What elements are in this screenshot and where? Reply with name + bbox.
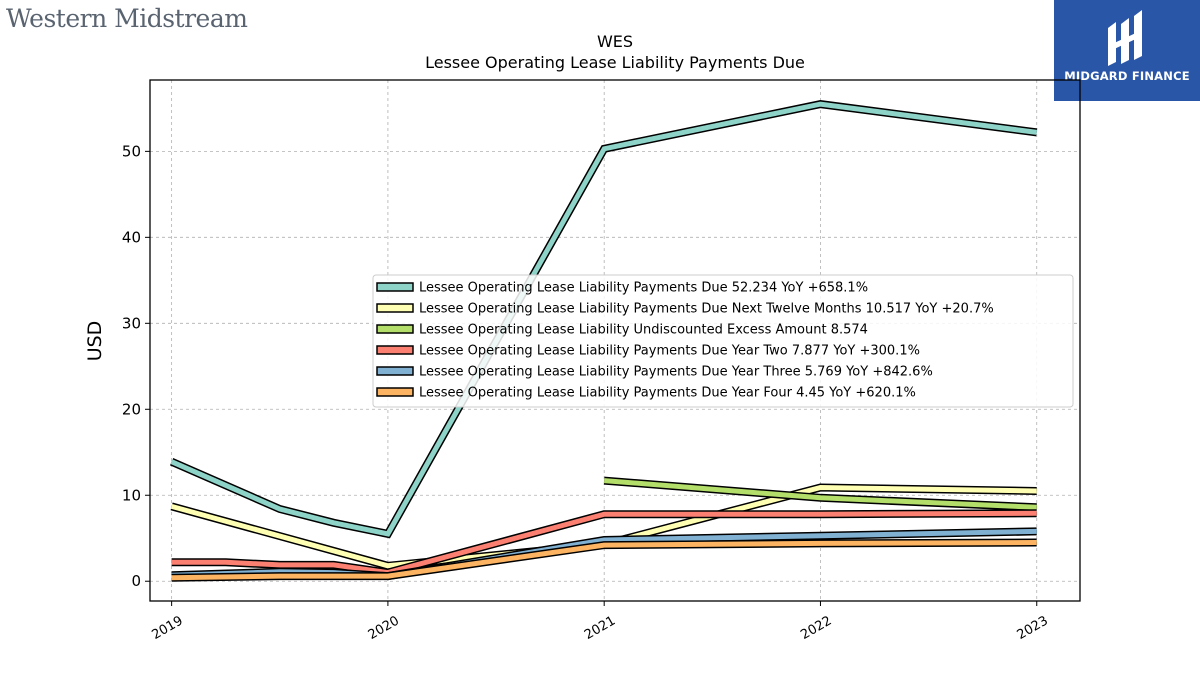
legend-label: Lessee Operating Lease Liability Payment… — [419, 281, 868, 296]
series-line-3 — [603, 476, 1037, 512]
x-tick-label: 2022 — [798, 613, 834, 643]
x-tick-label: 2019 — [149, 613, 185, 643]
legend-swatch — [376, 324, 414, 334]
plot-frame — [149, 79, 1081, 602]
y-tick-label: 0 — [131, 572, 141, 590]
legend-label: Lessee Operating Lease Liability Payment… — [419, 386, 916, 401]
legend-label: Lessee Operating Lease Liability Payment… — [419, 302, 994, 317]
legend-swatch — [376, 387, 414, 397]
chart-title: WES — [597, 32, 633, 51]
midgard-logo-icon — [1108, 10, 1142, 66]
legend-item-3: Lessee Operating Lease Liability Undisco… — [376, 323, 868, 338]
midgard-finance-badge: MIDGARD FINANCE — [1054, 0, 1200, 101]
series-stroke — [171, 540, 1037, 581]
y-tick-label: 50 — [122, 142, 141, 160]
series-stroke — [604, 478, 1037, 510]
western-midstream-logo: Western Midstream — [6, 4, 248, 33]
legend-item-5: Lessee Operating Lease Liability Payment… — [376, 365, 933, 380]
y-tick-label: 20 — [122, 400, 141, 418]
x-axis: 2019 2020 2021 2022 2023 — [149, 601, 1051, 643]
legend-label: Lessee Operating Lease Liability Payment… — [419, 344, 920, 359]
legend-swatch — [376, 303, 414, 313]
series-line-4 — [171, 509, 1037, 577]
legend-swatch — [376, 366, 414, 376]
badge-label: MIDGARD FINANCE — [1064, 69, 1190, 83]
x-tick-label: 2021 — [582, 613, 618, 643]
chart-subtitle: Lessee Operating Lease Liability Payment… — [425, 53, 805, 72]
x-tick-label: 2020 — [366, 613, 402, 643]
legend: Lessee Operating Lease Liability Payment… — [372, 274, 1074, 408]
y-tick-label: 10 — [122, 486, 141, 504]
legend-label: Lessee Operating Lease Liability Payment… — [419, 365, 933, 380]
series-stroke — [170, 101, 1038, 537]
y-axis: 0 10 20 30 40 50 — [122, 142, 150, 590]
legend-swatch — [376, 282, 414, 292]
legend-swatch — [376, 345, 414, 355]
series-lines — [169, 100, 1038, 582]
legend-box — [372, 274, 1074, 408]
legend-item-1: Lessee Operating Lease Liability Payment… — [376, 281, 868, 296]
series-stroke — [171, 510, 1037, 576]
y-axis-label: USD — [84, 321, 106, 362]
y-tick-label: 30 — [122, 314, 141, 332]
legend-item-6: Lessee Operating Lease Liability Payment… — [376, 386, 916, 401]
series-line-6 — [171, 538, 1037, 582]
series-line-1 — [169, 100, 1038, 539]
legend-item-2: Lessee Operating Lease Liability Payment… — [376, 302, 994, 317]
x-tick-label: 2023 — [1015, 613, 1051, 643]
legend-item-4: Lessee Operating Lease Liability Payment… — [376, 344, 920, 359]
legend-label: Lessee Operating Lease Liability Undisco… — [419, 323, 868, 338]
y-tick-label: 40 — [122, 228, 141, 246]
